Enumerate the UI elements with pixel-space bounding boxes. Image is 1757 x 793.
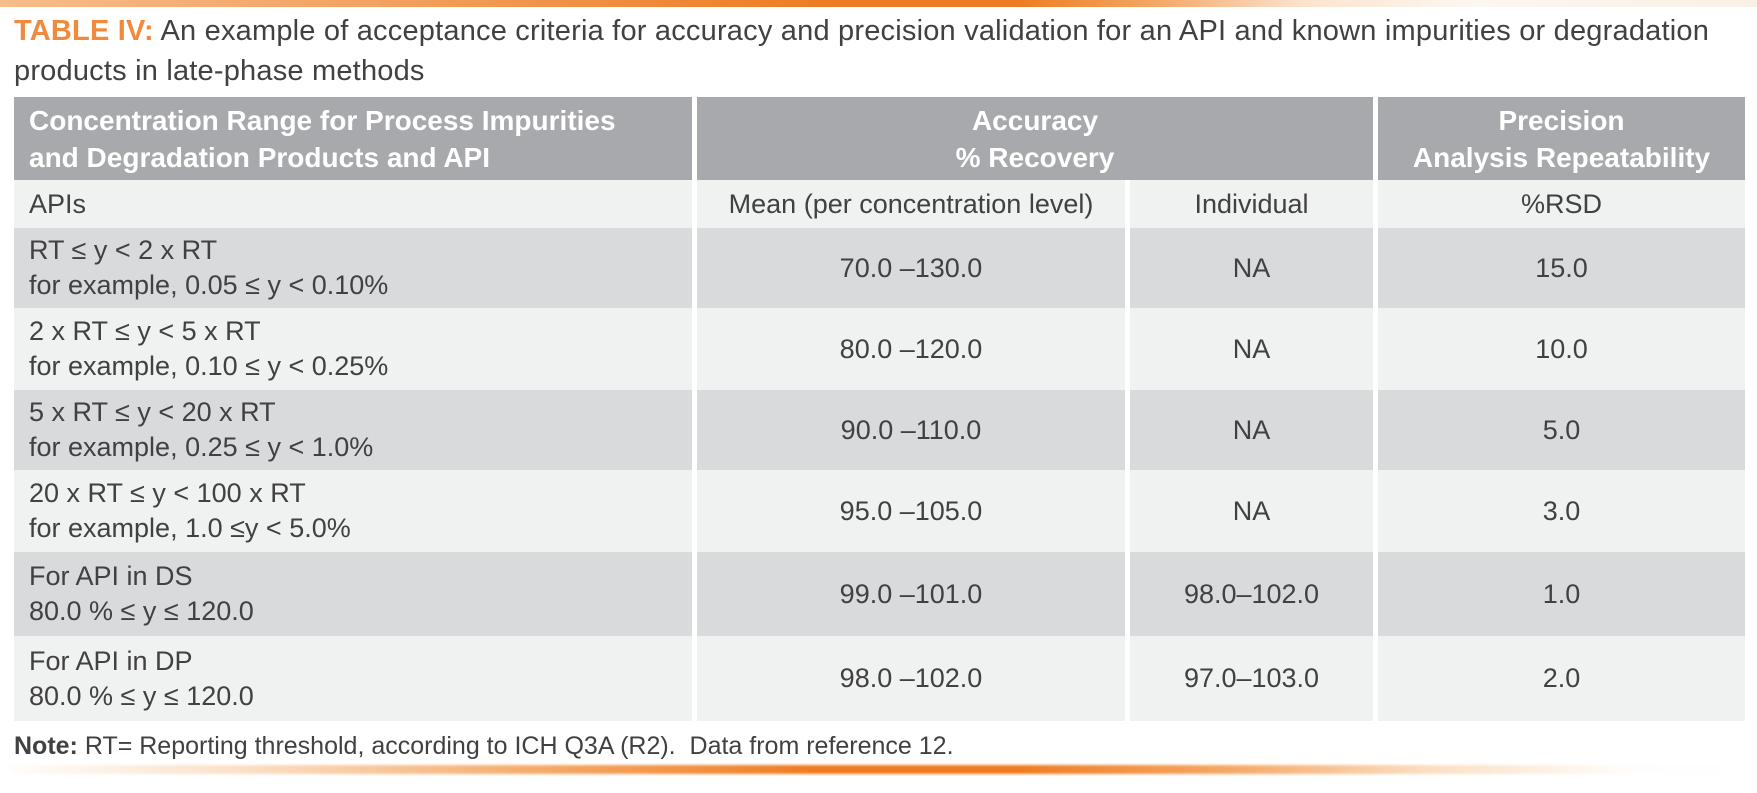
subheader-rsd: %RSD [1373, 180, 1746, 228]
header-concentration-range: Concentration Range for Process Impuriti… [14, 97, 692, 180]
range-line1: 2 x RT ≤ y < 5 x RT [29, 316, 261, 346]
table-caption: TABLE IV: An example of acceptance crite… [14, 11, 1747, 91]
range-line2: 80.0 % ≤ y ≤ 120.0 [29, 680, 254, 711]
bottom-accent-gradient-bar [10, 765, 1750, 774]
footnote-text: RT= Reporting threshold, according to IC… [77, 732, 954, 760]
range-line1: 5 x RT ≤ y < 20 x RT [29, 397, 276, 427]
header-accuracy-line1: Accuracy [971, 104, 1099, 136]
range-line2: 80.0 % ≤ y ≤ 120.0 [29, 596, 254, 626]
range-cell: For API in DP 80.0 % ≤ y ≤ 120.0 [14, 636, 692, 721]
table-row: For API in DS 80.0 % ≤ y ≤ 120.0 99.0 –1… [14, 552, 1746, 636]
header-precision-line2: Analysis Repeatability [1412, 141, 1711, 173]
table-row: 20 x RT ≤ y < 100 x RT for example, 1.0 … [14, 470, 1746, 552]
table-row: 2 x RT ≤ y < 5 x RT for example, 0.10 ≤ … [14, 308, 1746, 390]
range-cell: For API in DS 80.0 % ≤ y ≤ 120.0 [14, 552, 692, 636]
table-body: APIs Mean (per concentration level) Indi… [14, 180, 1746, 721]
header-row: Concentration Range for Process Impuriti… [14, 97, 1746, 180]
mean-cell: 90.0 –110.0 [692, 390, 1125, 470]
mean-cell: 99.0 –101.0 [692, 552, 1125, 636]
range-line1: RT ≤ y < 2 x RT [29, 235, 218, 265]
range-line1: 20 x RT ≤ y < 100 x RT [29, 478, 306, 508]
header-concentration-line1: Concentration Range for Process Impuriti… [29, 104, 616, 136]
table-row: For API in DP 80.0 % ≤ y ≤ 120.0 98.0 –1… [14, 636, 1746, 721]
header-accuracy-line2: % Recovery [955, 141, 1115, 173]
footnote-label: Note: [14, 732, 78, 760]
table-row: RT ≤ y < 2 x RT for example, 0.05 ≤ y < … [14, 228, 1746, 308]
subheader-individual: Individual [1125, 180, 1374, 228]
header-concentration-line2: and Degradation Products and API [29, 141, 491, 173]
subheader-row: APIs Mean (per concentration level) Indi… [14, 180, 1746, 228]
table-caption-text: An example of acceptance criteria for ac… [14, 15, 1710, 87]
table-header: Concentration Range for Process Impuriti… [14, 97, 1746, 180]
header-precision: Precision Analysis Repeatability [1373, 97, 1746, 180]
range-line2: for example, 0.10 ≤ y < 0.25% [29, 351, 389, 381]
range-line2: for example, 0.05 ≤ y < 0.10% [29, 270, 389, 300]
rsd-cell: 10.0 [1373, 308, 1746, 390]
range-line1: For API in DP [29, 645, 193, 676]
mean-cell: 70.0 –130.0 [692, 228, 1125, 308]
individual-cell: NA [1125, 390, 1374, 470]
range-cell: 2 x RT ≤ y < 5 x RT for example, 0.10 ≤ … [14, 308, 692, 390]
individual-cell: NA [1125, 228, 1374, 308]
mean-cell: 98.0 –102.0 [692, 636, 1125, 721]
table-footnote: Note: RT= Reporting threshold, according… [14, 730, 1744, 762]
range-cell: RT ≤ y < 2 x RT for example, 0.05 ≤ y < … [14, 228, 692, 308]
mean-cell: 80.0 –120.0 [692, 308, 1125, 390]
subheader-mean: Mean (per concentration level) [692, 180, 1125, 228]
individual-cell: 98.0–102.0 [1125, 552, 1374, 636]
range-cell: 20 x RT ≤ y < 100 x RT for example, 1.0 … [14, 470, 692, 552]
rsd-cell: 1.0 [1373, 552, 1746, 636]
rsd-cell: 5.0 [1373, 390, 1746, 470]
acceptance-criteria-table: Concentration Range for Process Impuriti… [14, 97, 1746, 721]
individual-cell: NA [1125, 470, 1374, 552]
header-accuracy: Accuracy % Recovery [692, 97, 1374, 180]
subheader-apis: APIs [14, 180, 692, 228]
rsd-cell: 3.0 [1373, 470, 1746, 552]
table-row: 5 x RT ≤ y < 20 x RT for example, 0.25 ≤… [14, 390, 1746, 470]
range-line2: for example, 1.0 ≤y < 5.0% [29, 513, 351, 543]
table-caption-label: TABLE IV: [14, 15, 154, 47]
mean-cell: 95.0 –105.0 [692, 470, 1125, 552]
header-precision-line1: Precision [1498, 104, 1625, 136]
top-accent-gradient-bar [0, 0, 1757, 7]
individual-cell: NA [1125, 308, 1374, 390]
individual-cell: 97.0–103.0 [1125, 636, 1374, 721]
range-line1: For API in DS [29, 561, 193, 591]
range-cell: 5 x RT ≤ y < 20 x RT for example, 0.25 ≤… [14, 390, 692, 470]
range-line2: for example, 0.25 ≤ y < 1.0% [29, 432, 374, 462]
rsd-cell: 15.0 [1373, 228, 1746, 308]
rsd-cell: 2.0 [1373, 636, 1746, 721]
